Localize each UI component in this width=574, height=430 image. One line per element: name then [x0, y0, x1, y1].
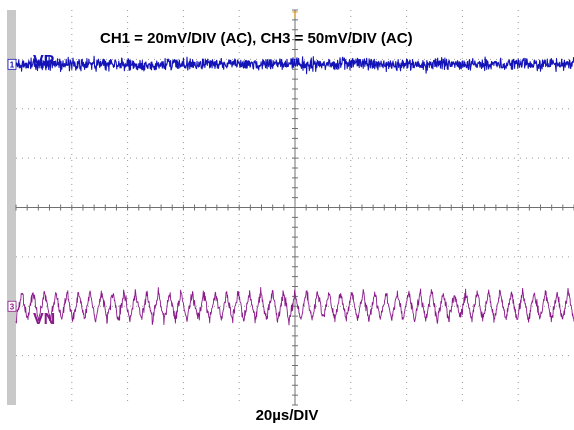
- series-label-vp: VP: [33, 53, 55, 70]
- left-bezel: [7, 10, 16, 405]
- trigger-marker-icon: T: [292, 10, 298, 20]
- channel-marker-3: 3: [7, 300, 17, 312]
- channel-marker-label: 3: [10, 302, 15, 311]
- channel-marker-label: 1: [10, 60, 15, 69]
- plot-grid: [15, 9, 574, 406]
- series-trace-vp: [15, 55, 574, 75]
- series-trace-vn: [15, 287, 574, 326]
- chart-title: CH1 = 20mV/DIV (AC), CH3 = 50mV/DIV (AC): [100, 30, 413, 47]
- series-label-vn: VN: [33, 311, 56, 328]
- x-axis-label: 20µs/DIV: [255, 407, 319, 424]
- channel-marker-1: 1: [7, 58, 17, 70]
